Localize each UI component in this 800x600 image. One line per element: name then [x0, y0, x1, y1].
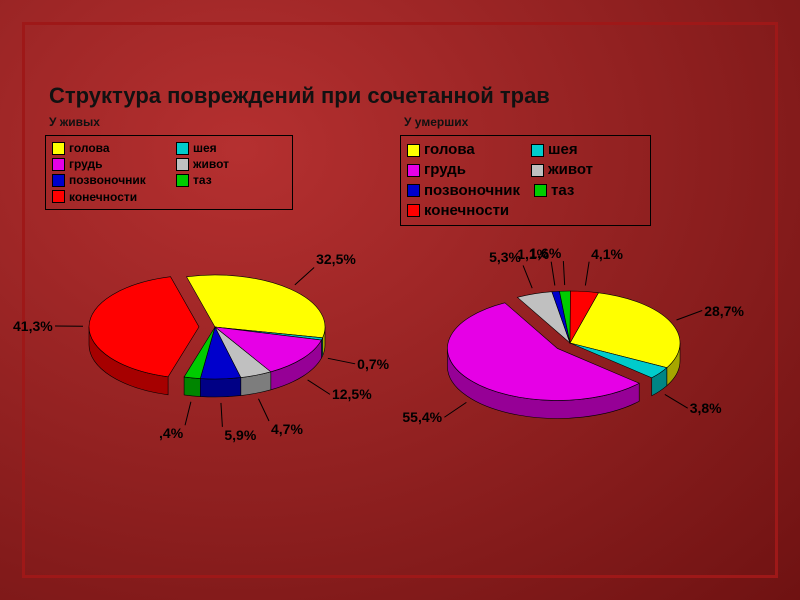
legend-item-head: голова: [52, 140, 162, 156]
legend-label: позвоночник: [69, 172, 146, 188]
legend-swatch-icon: [531, 164, 544, 177]
legend-swatch-icon: [407, 144, 420, 157]
right-pie-svg: [400, 242, 740, 472]
chart-right-subtitle: У умерших: [404, 115, 755, 129]
legend-label: голова: [69, 140, 110, 156]
chart-right-column: У умерших голова шея грудь живот позвоночник…: [400, 113, 755, 472]
legend-label: конечности: [69, 189, 137, 205]
legend-item-abdomen: живот: [176, 156, 286, 172]
legend-label: живот: [548, 160, 593, 180]
pie-label-abdomen: 5,3%: [489, 249, 521, 265]
legend-item-head: голова: [407, 140, 517, 160]
legend-item-chest: грудь: [407, 160, 517, 180]
legend-item-pelvis: таз: [176, 172, 286, 188]
pie-label-neck: 3,8%: [690, 400, 722, 416]
legend-item-pelvis: таз: [534, 181, 644, 201]
page-frame: Структура повреждений при сочетанной тра…: [0, 0, 800, 600]
legend-swatch-icon: [531, 144, 544, 157]
legend-label: таз: [551, 181, 574, 201]
pie-label-chest: 12,5%: [332, 386, 372, 402]
chart-right-legend: голова шея грудь живот позвоночник таз конечно…: [400, 135, 651, 226]
legend-label: живот: [193, 156, 229, 172]
legend-swatch-icon: [52, 190, 65, 203]
pie-label-chest: 55,4%: [402, 409, 442, 425]
pie-label-pelvis: ,4%: [159, 425, 183, 441]
chart-left-column: У живых голова шея грудь живот позвоночник та…: [45, 113, 400, 472]
legend-swatch-icon: [176, 158, 189, 171]
chart-left-subtitle: У живых: [49, 115, 400, 129]
legend-label: шея: [548, 140, 578, 160]
legend-item-spine: позвоночник: [407, 181, 520, 201]
chart-left-legend: голова шея грудь живот позвоночник таз конечно…: [45, 135, 293, 210]
pie-label-limbs: 41,3%: [13, 318, 53, 334]
legend-item-abdomen: живот: [531, 160, 641, 180]
pie-slice-head: [187, 275, 325, 338]
legend-label: голова: [424, 140, 475, 160]
legend-swatch-icon: [52, 174, 65, 187]
legend-item-spine: позвоночник: [52, 172, 162, 188]
pie-label-pelvis: 1,6%: [529, 245, 561, 261]
chart-left-wrap: 32,5%0,7%12,5%4,7%5,9%,4%41,3%: [45, 226, 400, 456]
legend-swatch-icon: [176, 142, 189, 155]
legend-swatch-icon: [407, 204, 420, 217]
legend-swatch-icon: [52, 142, 65, 155]
pie-label-spine: 5,9%: [224, 427, 256, 443]
legend-label: грудь: [69, 156, 103, 172]
legend-label: позвоночник: [424, 181, 520, 201]
legend-label: конечности: [424, 201, 509, 221]
legend-swatch-icon: [407, 184, 420, 197]
charts-row: У живых голова шея грудь живот позвоночник та…: [45, 113, 755, 472]
legend-swatch-icon: [534, 184, 547, 197]
legend-item-chest: грудь: [52, 156, 162, 172]
legend-item-limbs: конечности: [52, 189, 162, 205]
pie-label-neck: 0,7%: [357, 356, 389, 372]
legend-item-neck: шея: [531, 140, 641, 160]
page-title: Структура повреждений при сочетанной тра…: [49, 83, 755, 109]
legend-label: шея: [193, 140, 217, 156]
legend-swatch-icon: [176, 174, 189, 187]
legend-label: таз: [193, 172, 212, 188]
legend-item-limbs: конечности: [407, 201, 517, 221]
inner-border: Структура повреждений при сочетанной тра…: [22, 22, 778, 578]
pie-label-head: 28,7%: [704, 303, 744, 319]
legend-label: грудь: [424, 160, 466, 180]
chart-right-wrap: 28,7%3,8%55,4%5,3%1,1%1,6%4,1%: [400, 242, 755, 472]
legend-item-neck: шея: [176, 140, 286, 156]
legend-swatch-icon: [407, 164, 420, 177]
pie-label-abdomen: 4,7%: [271, 421, 303, 437]
legend-swatch-icon: [52, 158, 65, 171]
pie-label-head: 32,5%: [316, 251, 356, 267]
pie-label-limbs: 4,1%: [591, 246, 623, 262]
